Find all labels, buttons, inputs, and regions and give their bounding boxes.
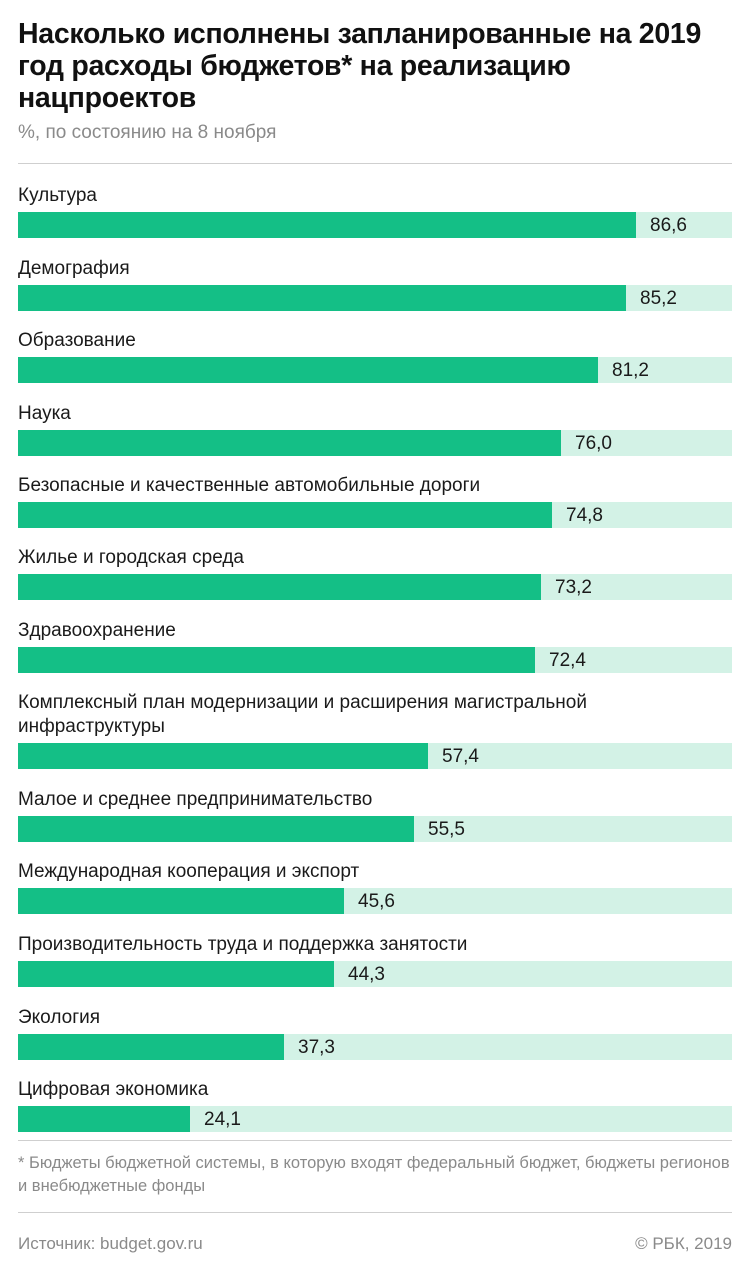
chart-title: Насколько исполнены запланированные на 2… (18, 18, 702, 114)
bar-track: 85,2 (18, 285, 732, 311)
bar-track: 24,1 (18, 1106, 732, 1132)
bar (18, 502, 552, 528)
category-label: Экология (18, 1007, 101, 1028)
category-label: Образование (18, 330, 136, 351)
value-label: 86,6 (650, 215, 687, 236)
bar (18, 888, 344, 914)
bar-track: 73,2 (18, 574, 732, 600)
category-label: Производительность труда и поддержка зан… (18, 934, 468, 955)
category-label: Безопасные и качественные автомобильные … (18, 475, 481, 496)
value-label: 72,4 (549, 650, 586, 671)
bar (18, 816, 414, 842)
bar (18, 647, 535, 673)
bar-track: 76,0 (18, 430, 732, 456)
category-label: Демография (18, 258, 130, 279)
value-label: 73,2 (555, 577, 592, 598)
value-label: 85,2 (640, 288, 677, 309)
category-label: Наука (18, 403, 71, 424)
bar-track: 37,3 (18, 1034, 732, 1060)
value-label: 37,3 (298, 1037, 335, 1058)
bar (18, 1034, 284, 1060)
bar (18, 1106, 190, 1132)
bar-track: 86,6 (18, 212, 732, 238)
bar-track: 57,4 (18, 743, 732, 769)
bar-track: 45,6 (18, 888, 732, 914)
bar-track: 81,2 (18, 357, 732, 383)
footnote-divider (18, 1140, 732, 1141)
bar (18, 574, 541, 600)
copyright-text: © РБК, 2019 (635, 1234, 732, 1253)
bar-track: 72,4 (18, 647, 732, 673)
category-label: Комплексный план модернизации и расширен… (18, 692, 587, 737)
category-label: Малое и среднее предпринимательство (18, 789, 373, 810)
top-divider (18, 163, 732, 164)
chart-subtitle: %, по состоянию на 8 ноября (18, 122, 277, 143)
value-label: 24,1 (204, 1109, 241, 1130)
bar-track: 74,8 (18, 502, 732, 528)
bar (18, 285, 626, 311)
bar-track: 55,5 (18, 816, 732, 842)
category-label: Цифровая экономика (18, 1079, 209, 1100)
footer-divider (18, 1212, 732, 1213)
category-label: Международная кооперация и экспорт (18, 861, 360, 882)
value-label: 76,0 (575, 433, 612, 454)
bar (18, 430, 561, 456)
value-label: 44,3 (348, 964, 385, 985)
bar (18, 743, 428, 769)
value-label: 55,5 (428, 819, 465, 840)
value-label: 74,8 (566, 505, 603, 526)
value-label: 45,6 (358, 891, 395, 912)
bar (18, 961, 334, 987)
source-text: Источник: budget.gov.ru (18, 1234, 203, 1253)
bar (18, 212, 636, 238)
value-label: 81,2 (612, 360, 649, 381)
bar-track: 44,3 (18, 961, 732, 987)
footnote: * Бюджеты бюджетной системы, в которую в… (18, 1154, 730, 1195)
value-label: 57,4 (442, 746, 479, 767)
category-label: Здравоохранение (18, 620, 176, 641)
bar (18, 357, 598, 383)
category-label: Культура (18, 185, 97, 206)
category-label: Жилье и городская среда (18, 547, 244, 568)
